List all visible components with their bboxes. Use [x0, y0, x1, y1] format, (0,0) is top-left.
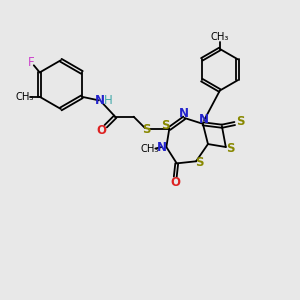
Text: CH₃: CH₃ — [211, 32, 229, 42]
Text: S: S — [161, 119, 170, 132]
Text: H: H — [104, 94, 113, 107]
Text: S: S — [142, 123, 150, 136]
Text: O: O — [97, 124, 106, 137]
Text: S: S — [236, 115, 244, 128]
Text: N: N — [199, 113, 208, 126]
Text: CH₃: CH₃ — [141, 143, 159, 154]
Text: S: S — [195, 156, 203, 169]
Text: N: N — [157, 141, 167, 154]
Text: N: N — [178, 107, 189, 120]
Text: F: F — [28, 56, 35, 69]
Text: O: O — [170, 176, 180, 189]
Text: S: S — [226, 142, 234, 155]
Text: CH₃: CH₃ — [15, 92, 34, 102]
Text: N: N — [95, 94, 105, 107]
